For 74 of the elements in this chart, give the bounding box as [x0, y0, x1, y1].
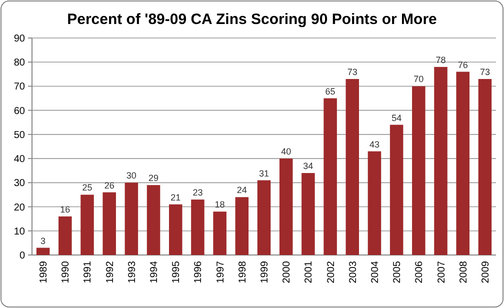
x-tick-label: 2003 — [348, 260, 359, 284]
data-label: 3 — [40, 236, 46, 246]
data-label: 34 — [303, 161, 314, 172]
x-tick-label: 2004 — [370, 260, 381, 284]
data-label: 29 — [148, 173, 159, 184]
bar — [390, 124, 404, 255]
bar — [346, 78, 360, 255]
bar — [80, 194, 94, 255]
x-tick-label: 1990 — [60, 260, 72, 284]
data-label: 26 — [104, 180, 114, 190]
data-label: 70 — [414, 74, 424, 84]
x-tick-label: 2008 — [458, 260, 470, 284]
data-label: 21 — [170, 192, 181, 202]
data-label: 18 — [214, 200, 225, 210]
x-tick-label: 1991 — [82, 260, 94, 284]
y-tick-label: 40 — [14, 154, 26, 166]
data-label: 73 — [480, 66, 490, 77]
x-tick-label: 1999 — [260, 260, 270, 284]
data-label: 76 — [458, 60, 468, 70]
bar — [58, 216, 72, 255]
y-tick-label: 60 — [14, 106, 26, 117]
bar — [36, 248, 50, 255]
x-tick-label: 1997 — [215, 260, 226, 284]
x-tick-label: 1993 — [126, 260, 138, 284]
y-tick-label: 80 — [14, 58, 26, 69]
bar — [434, 66, 448, 255]
x-tick-label: 1989 — [38, 260, 50, 284]
x-tick-label: 2001 — [304, 260, 315, 284]
bar — [368, 151, 382, 255]
data-label: 43 — [369, 139, 380, 150]
x-tick-label: 2009 — [480, 260, 492, 284]
y-tick-label: 0 — [19, 250, 26, 262]
data-label: 16 — [60, 204, 70, 214]
data-label: 31 — [258, 168, 270, 178]
data-label: 30 — [126, 170, 136, 181]
x-tick-label: 1994 — [149, 260, 160, 284]
bar — [191, 200, 204, 255]
data-label: 65 — [325, 86, 336, 96]
y-tick-label: 30 — [14, 178, 26, 190]
x-tick-label: 2002 — [326, 260, 337, 284]
y-tick-label: 10 — [14, 226, 26, 238]
bar — [124, 182, 138, 255]
bar — [213, 212, 226, 255]
bar — [279, 158, 293, 255]
bar — [257, 180, 271, 255]
bar — [324, 98, 337, 255]
bar — [168, 204, 182, 255]
x-tick-label: 1998 — [237, 260, 248, 284]
y-tick-label: 90 — [14, 34, 26, 44]
x-tick-label: 1992 — [104, 260, 116, 284]
data-label: 24 — [236, 185, 247, 196]
x-tick-label: 2005 — [392, 260, 404, 284]
x-tick-label: 2007 — [436, 260, 448, 284]
bar — [146, 185, 160, 255]
data-label: 25 — [82, 182, 92, 193]
chart-title: Percent of '89-09 CA Zins Scoring 90 Points or More — [67, 11, 437, 28]
data-label: 78 — [436, 54, 446, 65]
y-tick-label: 20 — [14, 202, 26, 214]
bar — [102, 192, 116, 255]
x-tick-label: 2006 — [414, 260, 426, 284]
bar — [478, 78, 492, 255]
bar — [456, 72, 470, 255]
bar — [235, 197, 249, 255]
data-label: 73 — [347, 66, 358, 77]
x-tick-label: 1996 — [193, 260, 204, 284]
data-label: 23 — [192, 188, 203, 198]
y-tick-label: 50 — [14, 130, 26, 141]
data-label: 40 — [281, 146, 292, 157]
bar — [302, 173, 315, 255]
y-tick-label: 70 — [14, 82, 26, 93]
data-label: 54 — [392, 112, 402, 123]
x-tick-label: 2000 — [282, 260, 293, 284]
x-tick-label: 1995 — [171, 260, 182, 284]
bar — [412, 86, 426, 255]
